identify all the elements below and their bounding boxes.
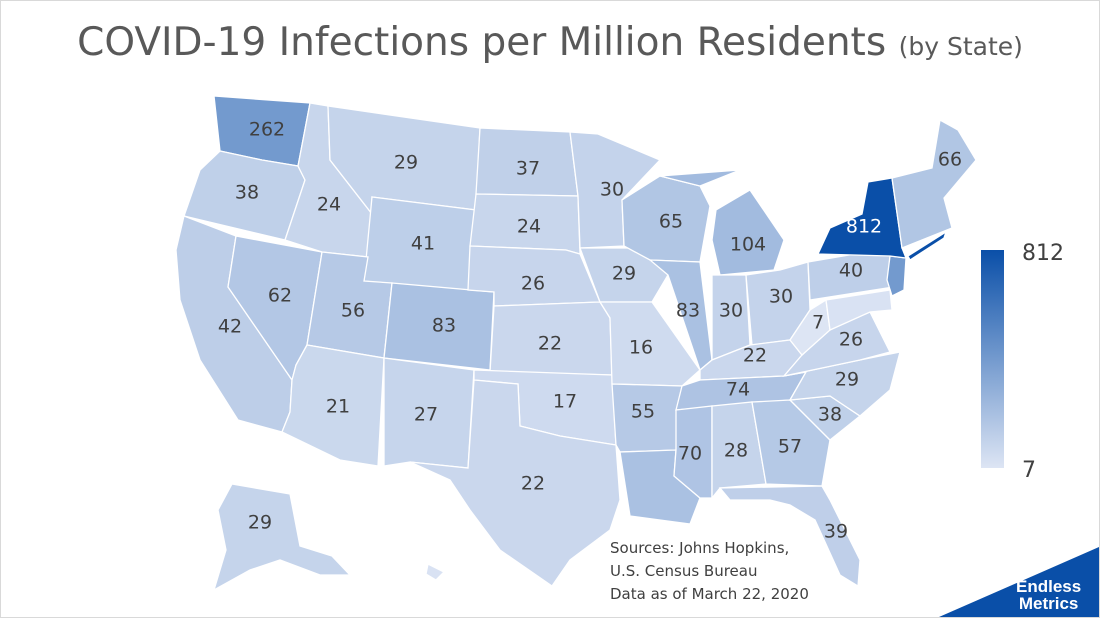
state-value-id: 24 bbox=[317, 194, 341, 216]
state-value-mt: 29 bbox=[394, 152, 418, 174]
state-value-mi: 104 bbox=[730, 234, 766, 256]
title-main: COVID-19 Infections per Million Resident… bbox=[77, 20, 887, 65]
state-value-oh: 30 bbox=[769, 286, 793, 308]
brand-logo: Endless Metrics bbox=[1016, 578, 1081, 612]
state-value-ks: 22 bbox=[538, 333, 562, 355]
state-value-wi: 65 bbox=[659, 211, 683, 233]
state-value-ca: 42 bbox=[218, 316, 242, 338]
sources-note: Sources: Johns Hopkins, U.S. Census Bure… bbox=[610, 537, 809, 606]
state-value-or: 38 bbox=[235, 182, 259, 204]
state-value-sd: 24 bbox=[517, 216, 541, 238]
legend-min-label: 7 bbox=[1022, 458, 1036, 483]
state-value-il: 83 bbox=[676, 300, 700, 322]
state-shape-new-england bbox=[891, 118, 977, 249]
state-value-wy: 41 bbox=[411, 233, 435, 255]
state-value-sc: 38 bbox=[818, 404, 842, 426]
state-value-ok: 17 bbox=[553, 391, 577, 413]
state-value-nm: 27 bbox=[414, 404, 438, 426]
state-value-ny: 812 bbox=[846, 216, 882, 238]
state-value-va: 26 bbox=[839, 329, 863, 351]
state-shape-fl bbox=[718, 485, 861, 588]
state-value-tx: 22 bbox=[521, 473, 545, 495]
state-shape-ga bbox=[751, 399, 831, 487]
brand-line-1: Endless bbox=[1016, 577, 1082, 596]
state-value-in: 30 bbox=[719, 300, 743, 322]
color-scale-bar bbox=[981, 250, 1004, 468]
state-value-co: 83 bbox=[432, 315, 456, 337]
state-value-pa: 40 bbox=[839, 260, 863, 282]
state-value-nd: 37 bbox=[516, 158, 540, 180]
state-value-ut: 56 bbox=[341, 300, 365, 322]
brand-corner bbox=[939, 547, 1099, 617]
state-value-wa: 262 bbox=[249, 119, 285, 141]
state-value-tn: 74 bbox=[726, 379, 750, 401]
state-value-al: 28 bbox=[724, 440, 748, 462]
state-shape-mi bbox=[659, 169, 785, 276]
sources-line-1: Sources: Johns Hopkins, bbox=[610, 539, 790, 557]
state-value-az: 21 bbox=[326, 396, 350, 418]
state-value-mo: 16 bbox=[629, 337, 653, 359]
title-subtitle: (by State) bbox=[898, 32, 1023, 61]
state-shape-md bbox=[825, 289, 893, 331]
sources-line-2: U.S. Census Bureau bbox=[610, 562, 758, 580]
state-value-me: 66 bbox=[938, 149, 962, 171]
state-value-nv: 62 bbox=[268, 285, 292, 307]
state-value-mn: 30 bbox=[600, 179, 624, 201]
brand-line-2: Metrics bbox=[1018, 594, 1079, 613]
chart-title: COVID-19 Infections per Million Resident… bbox=[0, 20, 1100, 65]
state-shape-tx bbox=[409, 379, 621, 587]
state-value-fl: 39 bbox=[824, 521, 848, 543]
legend-max-label: 812 bbox=[1022, 241, 1064, 266]
state-shape-az bbox=[281, 344, 385, 467]
state-value-nc: 29 bbox=[835, 369, 859, 391]
state-value-wv: 7 bbox=[812, 312, 824, 334]
state-shape-hi bbox=[425, 563, 446, 581]
state-value-ga: 57 bbox=[778, 436, 802, 458]
state-value-ia: 29 bbox=[612, 263, 636, 285]
state-value-ar: 55 bbox=[631, 401, 655, 423]
state-shape-nc bbox=[783, 351, 901, 417]
state-value-ak: 29 bbox=[248, 512, 272, 534]
sources-line-3: Data as of March 22, 2020 bbox=[610, 585, 809, 603]
state-shape-ak bbox=[212, 483, 352, 592]
state-shape-al bbox=[711, 401, 767, 500]
state-value-ky: 22 bbox=[743, 345, 767, 367]
state-value-ms: 70 bbox=[678, 443, 702, 465]
state-value-ne: 26 bbox=[521, 273, 545, 295]
